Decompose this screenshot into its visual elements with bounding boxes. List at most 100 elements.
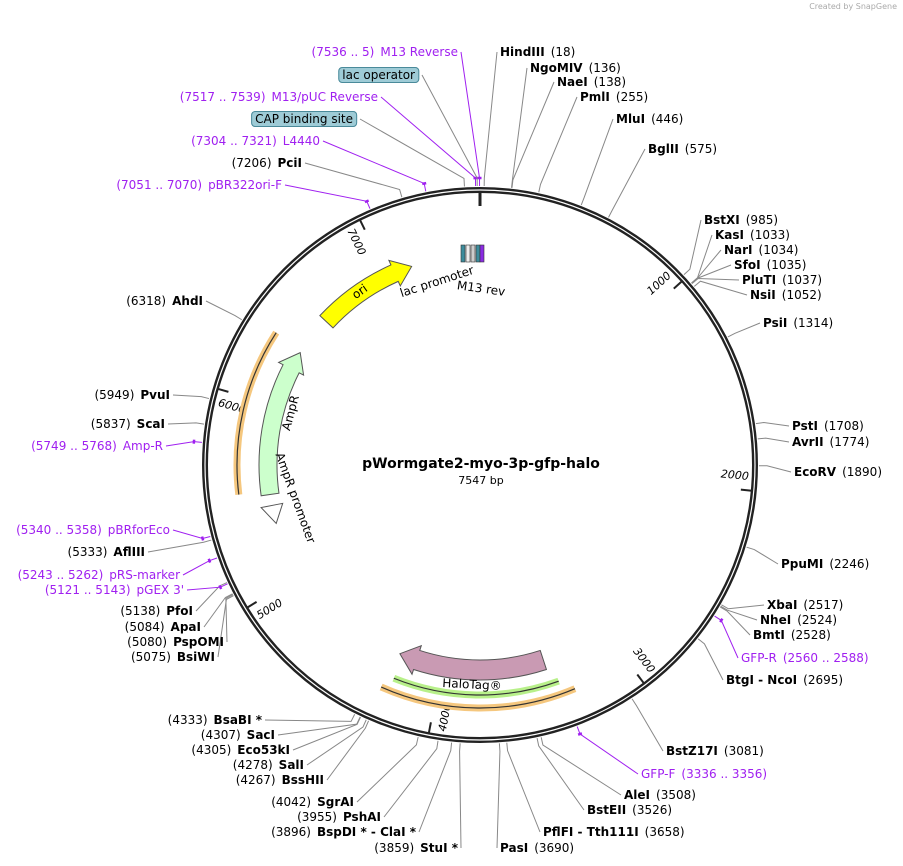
leader-line xyxy=(182,557,218,576)
enzyme-name: BmtI xyxy=(753,628,785,642)
enzyme-label: AleI (3508) xyxy=(624,788,702,802)
enzyme-name: BssHII xyxy=(281,773,324,787)
enzyme-name: PstI xyxy=(792,419,818,433)
enzyme-name: MluI xyxy=(616,112,646,126)
feature-name: lac operator xyxy=(338,67,419,83)
primer-marker xyxy=(207,558,212,563)
leader-line xyxy=(691,277,740,285)
feature-label: lac operator xyxy=(338,67,419,83)
tick-mark xyxy=(359,219,366,231)
enzyme-name: AvrII xyxy=(792,435,824,449)
primer-label: (7536 .. 5) M13 Reverse xyxy=(306,45,458,59)
leader-line xyxy=(511,81,555,188)
enzyme-label: BglII (575) xyxy=(648,142,723,156)
position: (3896) xyxy=(271,825,311,839)
leader-line xyxy=(631,698,664,752)
tick-mark xyxy=(636,673,645,684)
backbone-gap xyxy=(204,189,756,741)
ampr-promoter-arrow xyxy=(260,502,284,525)
leader-line xyxy=(714,615,739,659)
primer-name: pBRforEco xyxy=(107,523,170,537)
leader-line xyxy=(167,422,205,425)
enzyme-label: (4267) BssHII xyxy=(230,773,324,787)
enzyme-label: AvrII (1774) xyxy=(792,435,875,449)
enzyme-label: (5075) BsiWI xyxy=(125,650,215,664)
enzyme-name: PspOMI xyxy=(173,635,224,649)
lac-region-feature xyxy=(460,244,466,263)
leader-line xyxy=(172,394,210,400)
enzyme-label: BtgI - NcoI (2695) xyxy=(726,673,849,687)
enzyme-label: XbaI (2517) xyxy=(767,598,849,612)
enzyme-label: BstEII (3526) xyxy=(587,803,678,817)
position: (255) xyxy=(615,90,649,104)
leader-line xyxy=(691,249,722,284)
leader-line xyxy=(304,162,403,198)
position: (1035) xyxy=(766,258,807,272)
enzyme-name: KasI xyxy=(715,228,745,242)
position: (7304 .. 7321) xyxy=(191,134,277,148)
position: (138) xyxy=(593,75,627,89)
leader-line xyxy=(693,280,748,296)
leader-line xyxy=(217,595,234,658)
ori-arrow xyxy=(319,259,413,329)
position: (2524) xyxy=(797,613,838,627)
position: (5749 .. 5768) xyxy=(31,439,117,453)
primer-name: L4440 xyxy=(282,134,320,148)
enzyme-label: BstXI (985) xyxy=(704,213,784,227)
green-line-bottom xyxy=(393,677,559,696)
tick-mark xyxy=(217,387,229,393)
enzyme-name: SacI xyxy=(246,728,275,742)
enzyme-name: BtgI - NcoI xyxy=(726,673,798,687)
enzyme-name: EcoRV xyxy=(794,465,837,479)
leader-line xyxy=(147,539,212,553)
enzyme-label: (3896) BspDI * - ClaI * xyxy=(265,825,416,839)
leader-line xyxy=(383,740,439,818)
position: (2560 .. 2588) xyxy=(782,651,869,665)
enzyme-name: BsiWI xyxy=(176,650,215,664)
position: (5837) xyxy=(90,417,131,431)
position: (7051 .. 7070) xyxy=(116,178,203,192)
enzyme-name: BstEII xyxy=(587,803,627,817)
enzyme-label: (5084) ApaI xyxy=(119,620,201,634)
halotag-label: HaloTag® xyxy=(442,676,502,693)
plasmid-size: 7547 bp xyxy=(458,474,504,487)
position: (5121 .. 5143) xyxy=(44,583,131,597)
enzyme-label: BstZ17I (3081) xyxy=(666,744,770,758)
position: (4305) xyxy=(191,743,232,757)
enzyme-name: AflIII xyxy=(113,545,145,559)
feature-label: CAP binding site xyxy=(251,111,357,127)
leader-line xyxy=(277,716,361,736)
position: (136) xyxy=(588,61,621,75)
position: (985) xyxy=(745,213,779,227)
leader-line xyxy=(691,264,732,284)
leader-line xyxy=(691,234,713,284)
primer-marker xyxy=(364,199,370,204)
enzyme-name: PpuMI xyxy=(781,557,824,571)
enzyme-label: PluTI (1037) xyxy=(742,273,828,287)
primer-label: (7517 .. 7539) M13/pUC Reverse xyxy=(174,90,378,104)
enzyme-label: NaeI (138) xyxy=(557,75,632,89)
position: (4278) xyxy=(232,758,273,772)
position: (5949) xyxy=(94,388,135,402)
enzyme-label: (5080) PspOMI xyxy=(121,635,224,649)
leader-line xyxy=(683,219,702,276)
primer-name: GFP-R xyxy=(741,651,777,665)
leader-line xyxy=(538,96,578,193)
leader-line xyxy=(511,67,528,188)
leader-line xyxy=(506,742,541,833)
tick-mark xyxy=(673,280,683,290)
leader-line xyxy=(459,743,462,849)
position: (2517) xyxy=(803,598,844,612)
primer-marker xyxy=(719,618,724,623)
primer-marker xyxy=(577,732,583,736)
m13-rev-label: M13 rev xyxy=(456,278,506,299)
enzyme-label: PasI (3690) xyxy=(500,841,580,855)
position: (575) xyxy=(684,142,718,156)
position: (1890) xyxy=(842,465,882,479)
leader-line xyxy=(697,638,724,681)
enzyme-name: PfoI xyxy=(166,604,193,618)
enzyme-name: ScaI xyxy=(136,417,165,431)
enzyme-label: (4305) Eco53kI xyxy=(185,743,290,757)
enzyme-name: PvuI xyxy=(140,388,170,402)
